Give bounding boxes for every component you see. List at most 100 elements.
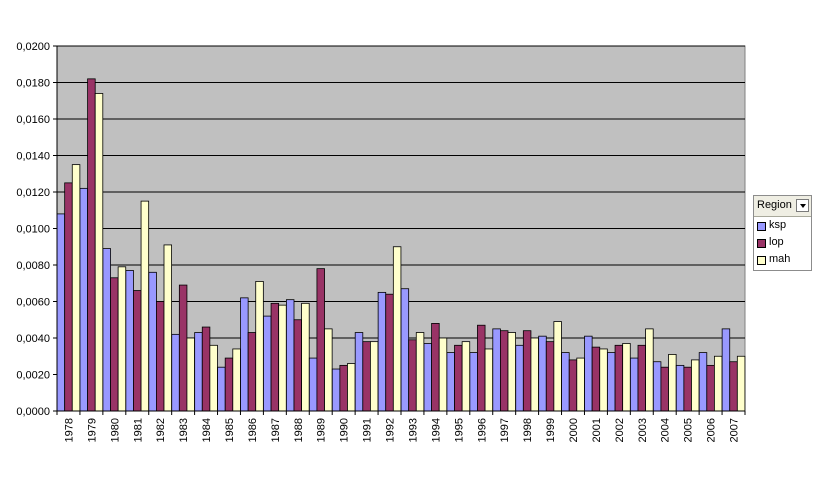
x-tick-label: 1992 (385, 418, 397, 442)
x-tick-label: 1981 (132, 418, 144, 442)
bar-ksp-2007 (721, 328, 731, 412)
bar-ksp-2005 (675, 364, 685, 412)
bar-ksp-1980 (102, 248, 111, 412)
bar-lop-1983 (178, 284, 188, 412)
x-tick-label: 1998 (522, 418, 534, 442)
bar-lop-1997 (499, 330, 509, 412)
x-tick-label: 1990 (339, 418, 351, 442)
bar-ksp-1990 (331, 368, 341, 412)
bar-mah-1991 (369, 341, 379, 412)
x-tick-label: 1978 (63, 418, 75, 442)
bar-mah-1997 (507, 332, 516, 412)
x-tick-label: 1999 (545, 418, 557, 442)
bar-lop-2002 (614, 344, 624, 412)
bar-mah-1992 (392, 246, 402, 412)
x-tick-label: 1989 (316, 418, 328, 442)
legend-label-ksp: ksp (769, 219, 787, 231)
x-tick-label: 1997 (499, 418, 511, 442)
bar-lop-2005 (683, 366, 692, 412)
y-tick-label: 0,0120 (16, 187, 50, 199)
bar-mah-1998 (530, 337, 539, 412)
bar-ksp-2006 (698, 352, 708, 412)
bar-mah-1986 (255, 281, 264, 412)
bar-ksp-2000 (561, 352, 570, 412)
x-tick-label: 2003 (637, 418, 649, 442)
x-axis: 1978 1979 1980 1981 1982 1983 1984 1985 1986 1987… (56, 410, 746, 442)
x-tick-label: 1984 (201, 418, 213, 442)
bar-ksp-1983 (171, 333, 180, 412)
bar-mah-1984 (209, 344, 218, 412)
x-tick-label: 2002 (614, 418, 626, 442)
bar-ksp-1998 (515, 344, 524, 412)
x-tick-label: 1980 (109, 418, 121, 442)
bar-lop-1987 (270, 302, 280, 412)
bar-mah-2002 (622, 343, 631, 412)
bar-lop-1989 (316, 268, 325, 412)
bar-mah-1981 (140, 200, 150, 412)
legend-dropdown-button[interactable] (796, 199, 809, 212)
bar-ksp-1997 (492, 328, 501, 412)
bar-lop-1988 (293, 319, 302, 412)
x-tick-label: 2007 (729, 418, 741, 442)
y-axis: 0,0000 0,0020 0,0040 0,0060 0,0080 0,0100 0,01… (16, 41, 58, 418)
legend-label-lop: lop (769, 236, 784, 248)
legend-title: Region (757, 199, 792, 211)
bar-lop-2006 (706, 364, 715, 412)
y-tick-label: 0,0000 (16, 406, 50, 418)
x-tick-label: 2006 (706, 418, 718, 442)
x-tick-label: 1995 (453, 418, 465, 442)
bar-lop-1992 (385, 293, 394, 412)
bar-lop-2000 (568, 359, 578, 412)
bar-ksp-1986 (240, 297, 249, 412)
bar-mah-2000 (576, 357, 585, 412)
legend-swatch-lop (757, 239, 766, 248)
bar-mah-1995 (461, 341, 471, 412)
bar-ksp-1981 (125, 270, 134, 412)
y-tick-label: 0,0140 (16, 151, 50, 163)
bar-mah-2007 (736, 355, 746, 412)
y-tick-label: 0,0180 (16, 78, 50, 90)
x-tick-label: 2001 (591, 418, 603, 442)
bar-mah-2005 (691, 359, 700, 412)
bar-lop-1996 (477, 324, 486, 412)
bar-lop-1981 (133, 290, 142, 412)
bar-lop-1984 (201, 326, 211, 412)
y-tick-label: 0,0040 (16, 333, 50, 345)
bar-ksp-2001 (584, 335, 593, 412)
x-tick-label: 1979 (86, 418, 98, 442)
bar-lop-1993 (408, 339, 417, 412)
bar-lop-1991 (362, 341, 371, 412)
bar-lop-2004 (660, 366, 669, 412)
bar-lop-1990 (339, 364, 348, 412)
bar-lop-1978 (64, 182, 73, 412)
bar-ksp-1994 (423, 343, 432, 412)
x-tick-label: 1996 (476, 418, 488, 442)
bar-mah-1982 (163, 244, 172, 412)
bar-mah-2003 (645, 328, 654, 412)
x-tick-label: 2004 (660, 418, 672, 442)
bar-lop-1979 (87, 78, 96, 412)
bar-ksp-1988 (285, 299, 295, 412)
bar-ksp-1979 (79, 187, 88, 412)
bar-mah-1999 (553, 321, 562, 412)
bar-lop-2007 (729, 361, 738, 412)
x-tick-label: 1983 (178, 418, 190, 442)
legend-label-mah: mah (769, 253, 791, 265)
bar-lop-2003 (637, 344, 646, 412)
legend: Region ksp lop mah (753, 195, 812, 271)
y-tick-label: 0,0160 (16, 114, 50, 126)
y-tick-label: 0,0080 (16, 260, 50, 272)
bar-ksp-2004 (652, 361, 662, 412)
y-tick-label: 0,0200 (16, 41, 50, 53)
x-tick-label: 1985 (224, 418, 236, 442)
bar-ksp-1987 (263, 315, 272, 412)
bar-mah-1979 (94, 93, 104, 412)
bar-lop-1980 (110, 277, 119, 412)
bar-ksp-1984 (194, 332, 203, 412)
bar-ksp-1989 (308, 357, 318, 412)
bar-ksp-1999 (538, 335, 547, 412)
bar-lop-1985 (224, 357, 234, 412)
bar-ksp-1991 (354, 332, 364, 412)
bar-mah-2004 (668, 354, 677, 412)
y-tick-label: 0,0100 (16, 224, 50, 236)
